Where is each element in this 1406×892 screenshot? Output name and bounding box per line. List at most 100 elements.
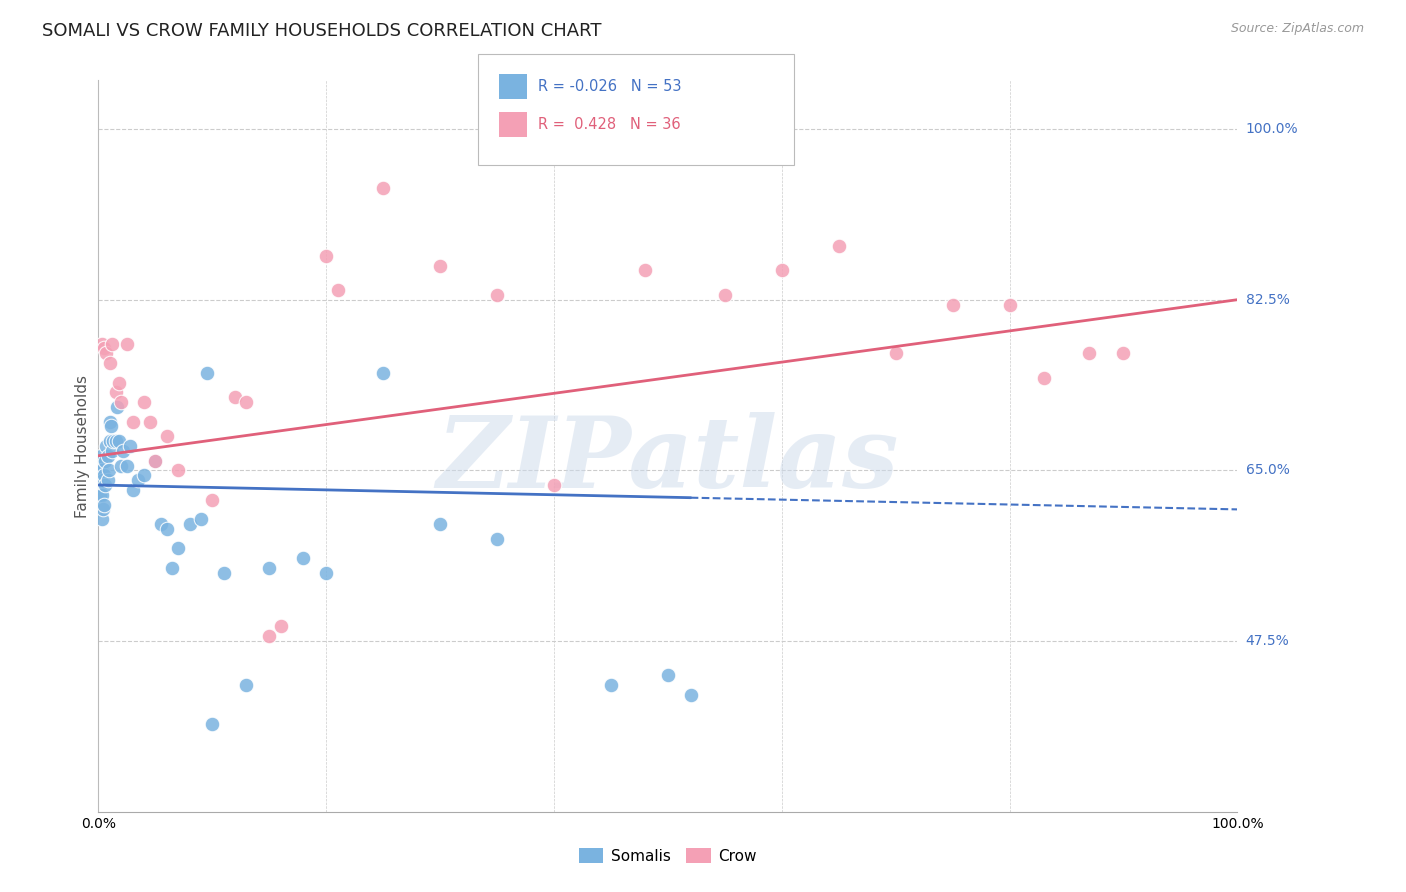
Point	[96, 439, 118, 453]
Point	[371, 180, 394, 194]
Point	[112, 443, 135, 458]
Point	[121, 483, 143, 497]
Point	[89, 488, 111, 502]
Point	[195, 366, 218, 380]
Point	[326, 283, 349, 297]
Point	[429, 516, 451, 531]
Point	[90, 449, 112, 463]
Point	[91, 502, 114, 516]
Text: 82.5%: 82.5%	[1246, 293, 1289, 307]
Point	[600, 678, 623, 692]
Point	[115, 336, 138, 351]
Point	[167, 541, 190, 556]
Point	[108, 434, 131, 449]
Point	[212, 566, 235, 580]
Point	[132, 395, 155, 409]
Text: ZIPatlas: ZIPatlas	[437, 412, 898, 508]
Point	[145, 453, 167, 467]
Point	[201, 717, 224, 731]
Point	[634, 263, 657, 277]
Point	[90, 458, 112, 473]
Point	[110, 395, 132, 409]
Point	[98, 415, 121, 429]
Point	[486, 532, 509, 546]
Point	[98, 434, 121, 449]
Point	[998, 297, 1021, 311]
Point	[90, 488, 112, 502]
Text: 47.5%: 47.5%	[1246, 634, 1289, 648]
Legend: Somalis, Crow: Somalis, Crow	[572, 842, 763, 870]
Point	[110, 458, 132, 473]
Point	[201, 492, 224, 507]
Point	[90, 468, 112, 483]
Point	[179, 516, 201, 531]
Point	[371, 366, 394, 380]
Point	[127, 473, 149, 487]
Point	[93, 468, 115, 483]
Point	[270, 619, 292, 633]
Point	[259, 629, 281, 643]
Point	[486, 288, 509, 302]
Y-axis label: Family Households: Family Households	[75, 375, 90, 517]
Point	[770, 263, 793, 277]
Point	[1078, 346, 1101, 360]
Point	[121, 415, 143, 429]
Point	[96, 346, 118, 360]
Point	[150, 516, 173, 531]
Point	[156, 429, 179, 443]
Point	[259, 561, 281, 575]
Point	[90, 463, 112, 477]
Point	[94, 453, 117, 467]
Point	[93, 498, 115, 512]
Point	[235, 678, 257, 692]
Point	[115, 458, 138, 473]
Point	[1032, 370, 1054, 384]
Text: R =  0.428   N = 36: R = 0.428 N = 36	[538, 118, 681, 132]
Point	[120, 439, 142, 453]
Point	[91, 473, 114, 487]
Point	[138, 415, 160, 429]
Point	[89, 478, 111, 492]
Point	[292, 551, 315, 566]
Point	[90, 512, 112, 526]
Point	[132, 468, 155, 483]
Point	[190, 512, 212, 526]
Point	[235, 395, 257, 409]
Point	[884, 346, 907, 360]
Point	[156, 522, 179, 536]
Point	[657, 668, 679, 682]
Point	[543, 478, 565, 492]
Point	[679, 688, 702, 702]
Point	[1112, 346, 1135, 360]
Point	[145, 453, 167, 467]
Point	[429, 259, 451, 273]
Point	[315, 249, 337, 263]
Point	[105, 400, 128, 414]
Point	[96, 473, 118, 487]
Point	[108, 376, 131, 390]
Point	[103, 434, 125, 449]
Point	[94, 478, 117, 492]
Point	[104, 385, 127, 400]
Point	[167, 463, 190, 477]
Point	[93, 342, 115, 356]
Point	[104, 434, 127, 449]
Text: 100.0%: 100.0%	[1246, 122, 1298, 136]
Point	[162, 561, 184, 575]
Text: SOMALI VS CROW FAMILY HOUSEHOLDS CORRELATION CHART: SOMALI VS CROW FAMILY HOUSEHOLDS CORRELA…	[42, 22, 602, 40]
Point	[96, 449, 118, 463]
Point	[90, 336, 112, 351]
Point	[942, 297, 965, 311]
Point	[224, 390, 246, 404]
Point	[101, 443, 124, 458]
Point	[828, 239, 851, 253]
Point	[315, 566, 337, 580]
Text: Source: ZipAtlas.com: Source: ZipAtlas.com	[1230, 22, 1364, 36]
Point	[714, 288, 737, 302]
Text: 65.0%: 65.0%	[1246, 463, 1289, 477]
Point	[100, 419, 122, 434]
Point	[101, 336, 124, 351]
Point	[97, 463, 120, 477]
Text: R = -0.026   N = 53: R = -0.026 N = 53	[538, 79, 682, 94]
Point	[98, 356, 121, 370]
